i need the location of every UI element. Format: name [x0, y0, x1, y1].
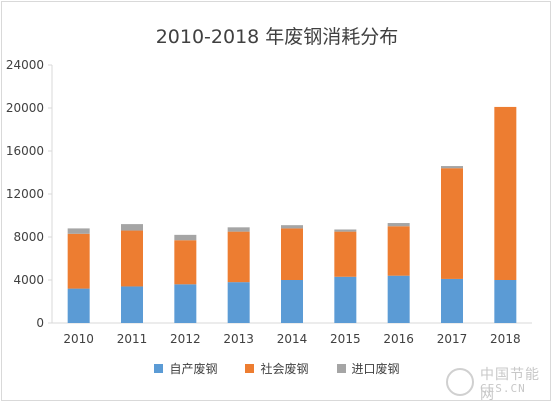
x-tick-label: 2017: [437, 332, 468, 346]
bar-segment-self-produced: [227, 282, 250, 323]
y-tick-label: 16000: [6, 144, 44, 158]
x-tick-label: 2013: [223, 332, 254, 346]
bar-segment-imported: [121, 224, 143, 231]
bar-segment-self-produced: [281, 280, 303, 323]
legend-label: 社会废钢: [260, 362, 309, 376]
legend-label: 进口废钢: [351, 362, 400, 376]
bar-segment-imported: [67, 228, 90, 234]
legend-swatch: [154, 364, 164, 373]
bar-segment-social: [441, 168, 463, 279]
chart-title: 2010-2018 年废钢消耗分布: [155, 26, 399, 48]
watermark: 中国节能网 CES.CN: [446, 364, 546, 403]
y-axis-ticks: 0 4000 8000 12000 16000 20000 24000: [6, 58, 52, 330]
bar-segment-self-produced: [174, 284, 197, 323]
bar-segment-social: [494, 106, 517, 280]
bar-segment-social: [281, 228, 303, 280]
watermark-logo-icon: [446, 368, 474, 396]
x-tick-label: 2015: [330, 332, 361, 346]
bar-segment-imported: [227, 227, 250, 232]
y-tick-label: 24000: [6, 58, 44, 72]
watermark-text: 中国节能网: [480, 367, 540, 403]
y-tick-label: 20000: [6, 101, 44, 115]
x-tick-label: 2018: [490, 332, 521, 346]
y-tick-label: 8000: [13, 230, 44, 244]
y-tick-label: 0: [36, 316, 44, 330]
x-tick-label: 2016: [383, 332, 414, 346]
legend-swatch: [336, 364, 346, 373]
x-tick-label: 2012: [170, 332, 201, 346]
bar-segment-self-produced: [494, 280, 517, 323]
bar-segment-imported: [281, 225, 303, 229]
bar-segment-self-produced: [387, 275, 410, 323]
bar-segment-social: [334, 231, 357, 277]
bar-segment-imported: [174, 234, 197, 241]
bar-segment-social: [174, 240, 197, 285]
bar-segment-social: [121, 230, 143, 287]
bar-segment-imported: [334, 229, 357, 232]
legend-item-social: 社会废钢: [245, 360, 309, 377]
legend-item-self-produced: 自产废钢: [154, 360, 217, 377]
bar-segment-self-produced: [67, 288, 90, 323]
x-axis-ticks: 2010 2011 2012 2013 2014 2015 2016 2017 2018: [63, 332, 520, 346]
bar-segment-imported: [441, 166, 463, 169]
legend: 自产废钢 社会废钢 进口废钢: [0, 360, 554, 377]
bar-segment-self-produced: [334, 276, 357, 323]
legend-swatch: [245, 364, 255, 373]
bar-segment-self-produced: [441, 278, 463, 323]
watermark-url: CES.CN: [480, 382, 526, 395]
x-tick-label: 2011: [117, 332, 148, 346]
x-tick-label: 2010: [63, 332, 94, 346]
legend-item-imported: 进口废钢: [336, 360, 400, 377]
bar-stacks: [67, 106, 517, 323]
y-tick-label: 4000: [13, 273, 44, 287]
bar-segment-social: [67, 233, 90, 289]
bar-segment-social: [227, 231, 250, 283]
bar-segment-social: [387, 226, 410, 276]
bar-segment-imported: [387, 223, 410, 227]
legend-label: 自产废钢: [169, 362, 218, 376]
y-tick-label: 12000: [6, 187, 44, 201]
x-tick-label: 2014: [277, 332, 308, 346]
bar-segment-self-produced: [121, 286, 143, 323]
